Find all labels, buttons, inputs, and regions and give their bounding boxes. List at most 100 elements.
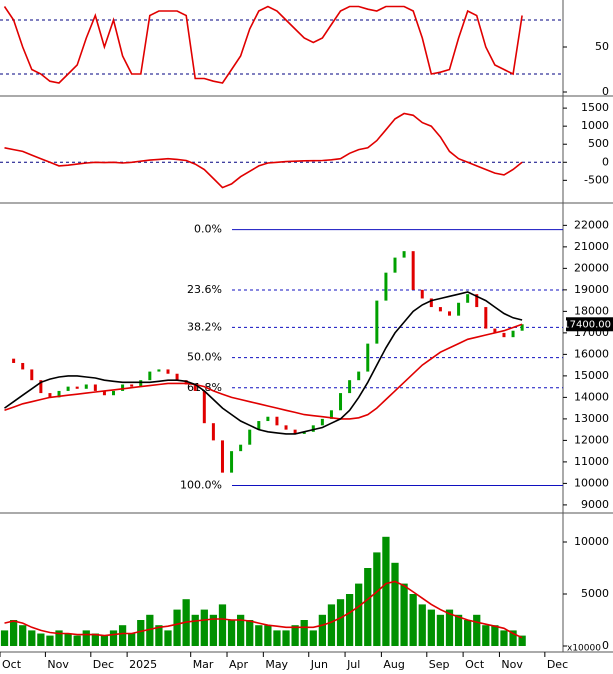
indicator-line (3, 5, 523, 84)
volume-bar (246, 620, 254, 646)
volume-bar (82, 630, 90, 646)
volume-bar (155, 625, 163, 646)
volume-bar (46, 635, 54, 646)
volume-bar (100, 635, 109, 646)
y-tick-label: 500 (588, 137, 609, 150)
y-tick-label: 21000 (574, 240, 609, 253)
volume-bar (400, 583, 408, 646)
y-tick-label: 16000 (574, 347, 609, 360)
volume-bar (146, 614, 154, 646)
volume-bar (273, 630, 281, 646)
y-tick-label: 9000 (581, 498, 609, 511)
fib-label: 100.0% (180, 479, 222, 492)
volume-bar (137, 620, 145, 646)
volume-bar (37, 633, 45, 646)
volume-bar (200, 609, 208, 646)
volume-bar (19, 625, 27, 646)
volume-bar (482, 625, 490, 646)
y-tick-label: 19000 (574, 283, 609, 296)
y-tick-label: 15000 (574, 369, 609, 382)
x-tick-label: Dec (547, 658, 568, 671)
indicator-line (4, 112, 523, 189)
y-tick-label: 0 (602, 155, 609, 168)
moving-average (4, 323, 523, 420)
volume-bar (209, 614, 218, 646)
last-price-label: 17400.00 (563, 319, 611, 330)
y-tick-label: 50 (595, 40, 609, 53)
volume-bar (64, 633, 72, 646)
x-tick-label: May (265, 658, 288, 671)
x-tick-label: Jun (310, 658, 328, 671)
volume-bar (364, 568, 372, 646)
volume-bar (291, 625, 299, 646)
volume-bar (264, 625, 272, 646)
volume-bar (464, 620, 472, 646)
y-tick-label: 5000 (581, 587, 609, 600)
x-tick-label: 2025 (129, 658, 157, 671)
fib-label: 50.0% (187, 351, 222, 364)
y-tick-label: 0 (602, 639, 609, 652)
volume-bar (191, 614, 199, 646)
x-tick-label: Aug (383, 658, 404, 671)
volume-bar (336, 599, 345, 646)
volume-bar (391, 562, 399, 646)
y-tick-label: 22000 (574, 218, 609, 231)
volume-bar (73, 635, 81, 646)
volume-bar (318, 614, 326, 646)
volume-bar (173, 609, 181, 646)
volume-bar (345, 594, 354, 646)
volume-bar (218, 604, 227, 646)
y-tick-label: 1500 (581, 101, 609, 114)
volume-bar (28, 630, 36, 646)
x-tick-label: Sep (429, 658, 450, 671)
volume-bar (500, 630, 508, 646)
volume-bar (9, 620, 18, 646)
volume-bar (109, 630, 118, 646)
volume-bar (237, 614, 245, 646)
volume-bar (118, 625, 127, 646)
volume-bar (491, 625, 499, 646)
volume-bar (300, 620, 308, 646)
fib-label: 23.6% (187, 283, 222, 296)
volume-bar (373, 552, 381, 646)
volume-bar (418, 604, 426, 646)
y-tick-label: 12000 (574, 433, 609, 446)
volume-bar (0, 630, 9, 646)
x-tick-label: Oct (465, 658, 485, 671)
volume-bar (227, 620, 236, 646)
volume-bar (128, 633, 136, 646)
x-tick-label: Oct (2, 658, 22, 671)
volume-bar (282, 630, 290, 646)
volume-bar (91, 633, 99, 646)
volume-bar (473, 614, 481, 646)
x-tick-label: Nov (47, 658, 69, 671)
unit-label: x10000 (567, 644, 601, 654)
y-tick-label: 20000 (574, 261, 609, 274)
volume-bar (409, 594, 417, 646)
x-tick-label: Apr (229, 658, 249, 671)
y-tick-label: 10000 (574, 535, 609, 548)
y-tick-label: -500 (584, 173, 609, 186)
volume-bar (518, 635, 526, 646)
volume-bar (355, 583, 363, 646)
volume-bar (509, 630, 517, 646)
fib-label: 0.0% (194, 223, 222, 236)
fib-label: 38.2% (187, 320, 222, 333)
volume-bar (382, 536, 390, 646)
y-tick-label: 0 (602, 85, 609, 98)
y-tick-label: 11000 (574, 455, 609, 468)
volume-bar (454, 614, 463, 646)
x-tick-label: Jul (346, 658, 360, 671)
y-tick-label: 18000 (574, 304, 609, 317)
volume-bar (164, 630, 172, 646)
y-tick-label: 10000 (574, 476, 609, 489)
y-tick-label: 14000 (574, 390, 609, 403)
y-tick-label: 13000 (574, 412, 609, 425)
x-tick-label: Dec (93, 658, 114, 671)
x-tick-label: Mar (193, 658, 214, 671)
volume-bar (327, 604, 336, 646)
last-price-box (566, 317, 613, 332)
volume-bar (436, 614, 445, 646)
